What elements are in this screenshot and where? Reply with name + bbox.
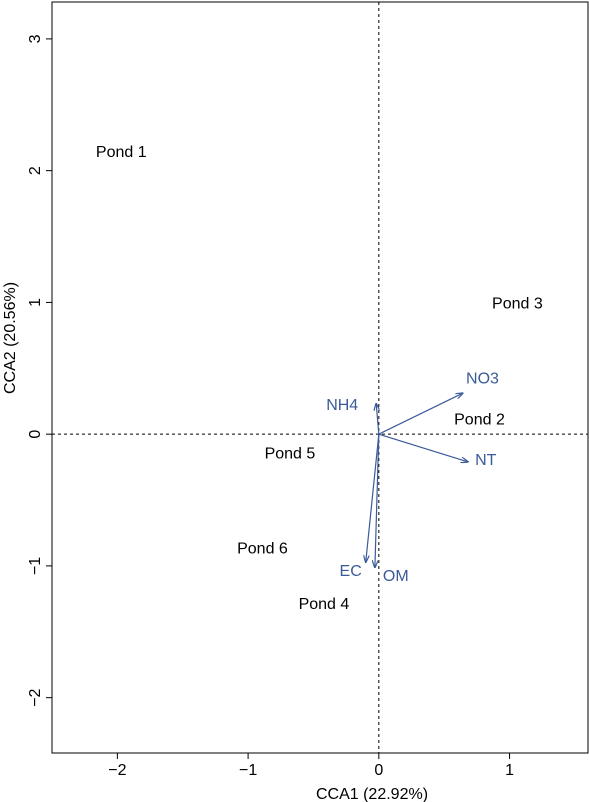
x-tick-label: −1	[239, 762, 257, 779]
x-axis: −2 −1 0 1	[108, 753, 514, 779]
vector-label-nh4: NH4	[326, 397, 358, 414]
y-tick-label: 1	[27, 298, 44, 307]
site-label-pond-2: Pond 2	[454, 411, 505, 428]
x-tick-label: 1	[505, 762, 514, 779]
environmental-vectors: NO3 NT NH4 EC OM	[326, 370, 499, 585]
site-label-pond-6: Pond 6	[237, 540, 288, 557]
x-tick-label: 0	[374, 762, 383, 779]
vector-label-om: OM	[383, 568, 409, 585]
y-axis: −2 −1 0 1 2 3	[27, 34, 52, 707]
reference-lines	[52, 2, 588, 753]
site-label-pond-1: Pond 1	[96, 144, 147, 161]
vector-label-nt: NT	[475, 452, 497, 469]
y-tick-label: 0	[27, 430, 44, 439]
site-labels: Pond 1 Pond 2 Pond 3 Pond 4 Pond 5 Pond 6	[96, 144, 543, 613]
vector-arrow-nt	[378, 433, 468, 462]
vector-label-ec: EC	[340, 563, 362, 580]
y-tick-label: 2	[27, 166, 44, 175]
site-label-pond-4: Pond 4	[299, 596, 350, 613]
vector-label-no3: NO3	[466, 370, 499, 387]
y-axis-title: CCA2 (20.56%)	[2, 282, 19, 394]
vector-arrow-ec	[366, 434, 380, 562]
site-label-pond-3: Pond 3	[492, 295, 543, 312]
site-label-pond-5: Pond 5	[265, 446, 316, 463]
x-axis-title: CCA1 (22.92%)	[316, 786, 428, 802]
vector-arrow-no3	[378, 393, 463, 435]
vector-arrow-om	[375, 434, 380, 567]
plot-frame	[51, 1, 589, 754]
x-tick-label: −2	[108, 762, 126, 779]
vector-arrow-nh4	[376, 404, 379, 435]
y-tick-label: −2	[27, 688, 44, 706]
y-tick-label: −1	[27, 557, 44, 575]
y-tick-label: 3	[27, 34, 44, 43]
